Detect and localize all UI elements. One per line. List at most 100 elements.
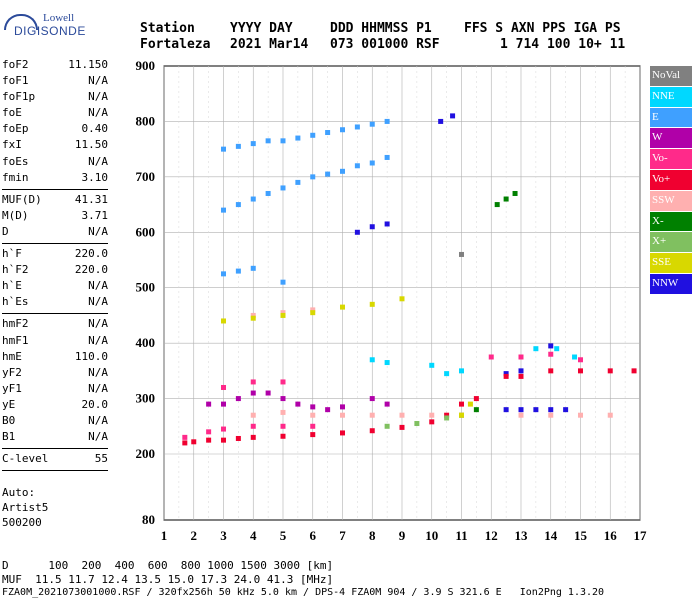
echo-point-nne	[369, 357, 375, 363]
legend-item: NoVal	[650, 66, 692, 86]
echo-point-w	[265, 390, 271, 396]
digisonde-logo: Lowell DIGISONDE	[4, 12, 85, 40]
param-value: 0.40	[81, 122, 109, 136]
echo-point-x-	[473, 407, 479, 413]
echo-point-nnw	[548, 343, 554, 349]
param-value: N/A	[88, 224, 108, 238]
header-station-value: Fortaleza	[140, 37, 211, 52]
echo-point-e	[250, 141, 256, 147]
echo-point-x-	[414, 421, 420, 427]
echo-point-e	[369, 121, 375, 127]
plot-marks	[182, 113, 637, 446]
x-tick-label: 14	[544, 528, 558, 543]
echo-point-nnw	[563, 407, 569, 413]
param-group-virtual-heights: h`F 220.0 h`F2 220.0 h`E N/A h`Es N/A	[2, 247, 108, 311]
echo-point-vo-	[548, 368, 554, 374]
param-row: h`Es N/A	[2, 295, 108, 311]
echo-point-vo-	[280, 433, 286, 439]
header-station-label: Station	[140, 21, 195, 36]
plot-ticks: 1 2 3 4 5 6 7 8 9 10 11 12 13 14 15 16 17802003004005006…	[136, 58, 648, 543]
header-time-label: DDD HHMMSS P1	[330, 21, 432, 36]
echo-point-w	[250, 390, 256, 396]
param-group-clevel: C-level 55	[2, 452, 108, 468]
echo-point-vo-	[473, 396, 479, 402]
echo-point-ssw	[310, 412, 316, 418]
echo-point-sse	[399, 296, 405, 302]
echo-point-e	[384, 118, 390, 124]
x-tick-label: 6	[310, 528, 317, 543]
param-name: foE	[2, 106, 22, 120]
echo-point-w	[235, 396, 241, 402]
legend-item: SSW	[650, 190, 692, 211]
echo-point-e	[325, 130, 331, 136]
echo-point-ssw	[310, 307, 316, 313]
echo-point-sse	[221, 318, 226, 324]
x-tick-label: 15	[574, 528, 588, 543]
param-name: hmE	[2, 349, 22, 363]
param-divider	[2, 243, 108, 245]
echo-point-e	[325, 171, 331, 177]
x-tick-label: 17	[634, 528, 648, 543]
legend-item: W	[650, 128, 692, 149]
echo-point-nne	[572, 354, 578, 360]
echo-point-e	[280, 279, 286, 285]
echo-point-vo-	[206, 429, 212, 435]
param-value: N/A	[88, 430, 108, 444]
param-value: N/A	[88, 381, 108, 395]
param-name: hmF2	[2, 317, 29, 331]
echo-point-ssw	[429, 412, 435, 418]
param-name: foF1p	[2, 90, 36, 104]
param-row: M(D) 3.71	[2, 209, 108, 225]
param-name: foEs	[2, 154, 29, 168]
param-row: fxI 11.50	[2, 138, 108, 154]
echo-point-sse	[310, 310, 316, 316]
param-name: M(D)	[2, 208, 29, 222]
param-name: yE	[2, 397, 16, 411]
param-divider	[2, 470, 108, 472]
param-name: yF1	[2, 381, 22, 395]
echo-point-e	[384, 154, 390, 160]
param-name: C-level	[2, 452, 49, 466]
echo-point-ssw	[607, 412, 613, 418]
echo-point-vo-	[340, 430, 345, 436]
echo-point-e	[221, 146, 226, 152]
header-date-label: YYYY DAY	[230, 21, 293, 36]
param-row: B1 N/A	[2, 430, 108, 446]
echo-point-vo-	[459, 401, 464, 407]
echo-point-e	[310, 174, 316, 180]
param-name: h`Es	[2, 295, 29, 309]
echo-point-vo-	[429, 419, 435, 425]
param-row: hmF2 N/A	[2, 317, 108, 333]
param-name: h`F	[2, 247, 22, 261]
echo-point-vo-	[578, 368, 583, 374]
x-tick-label: 10	[425, 528, 438, 543]
echo-point-nnw	[533, 407, 539, 413]
echo-point-e	[280, 185, 286, 191]
echo-point-e	[221, 207, 226, 213]
legend-item: X-	[650, 211, 692, 232]
param-name: h`F2	[2, 263, 29, 277]
echo-point-nne	[444, 371, 450, 377]
param-name: MUF(D)	[2, 192, 42, 206]
echo-point-ssw	[340, 412, 345, 418]
param-value: 110.0	[74, 349, 108, 363]
y-tick-label: 600	[136, 224, 156, 239]
echo-point-ssw	[399, 412, 405, 418]
echo-point-e	[340, 127, 345, 133]
x-tick-label: 7	[339, 528, 346, 543]
echo-point-e	[354, 163, 360, 169]
param-value: 20.0	[81, 397, 109, 411]
legend-item: NNE	[650, 86, 692, 107]
param-divider	[2, 448, 108, 450]
echo-point-nnw	[450, 113, 456, 119]
param-value: N/A	[88, 154, 108, 168]
echo-point-vo-	[250, 423, 256, 429]
autoscaling-info: Auto: Artist5 500200	[2, 485, 48, 530]
echo-point-e	[369, 160, 375, 166]
legend-item: Vo-	[650, 149, 692, 169]
param-group-critical-frequencies: foF2 11.150 foF1 N/A foF1p N/A foE N/A foEp 0…	[2, 58, 108, 187]
echo-point-vo-	[206, 437, 212, 443]
echo-point-ssw	[548, 412, 554, 418]
footer-file-info: FZA0M_2021073001000.RSF / 320fx256h 50 k…	[2, 587, 605, 598]
echo-point-nnw	[384, 221, 390, 227]
